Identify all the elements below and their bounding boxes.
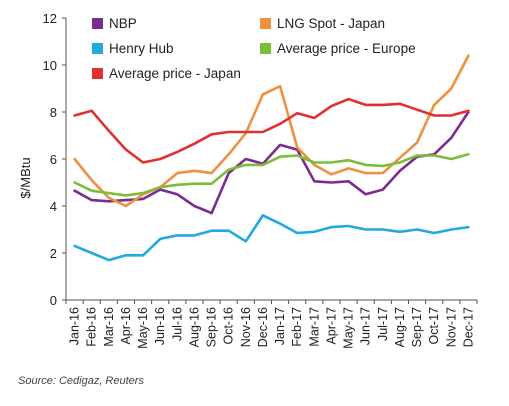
x-tick-label: Feb-17 <box>290 307 304 347</box>
x-tick-label: Jan-17 <box>273 307 287 345</box>
legend-swatch-average-price-europe <box>260 43 271 54</box>
legend-swatch-nbp <box>92 18 103 29</box>
x-tick-label: Nov-16 <box>239 307 253 347</box>
x-tick-label: Dec-17 <box>461 307 475 347</box>
x-tick-label: Sep-16 <box>205 307 219 347</box>
x-tick-label: Mar-17 <box>307 307 321 347</box>
legend-swatch-average-price-japan <box>92 68 103 79</box>
x-tick-label: Jul-16 <box>170 307 184 341</box>
x-tick-label: May-16 <box>136 307 150 349</box>
x-tick-label: Apr-17 <box>324 307 338 345</box>
legend-label-henry-hub: Henry Hub <box>109 41 174 56</box>
x-tick-label: Jan-16 <box>68 307 82 345</box>
x-tick-label: Mar-16 <box>102 307 116 347</box>
y-tick-label: 6 <box>50 152 57 167</box>
x-tick-label: Oct-17 <box>427 307 441 345</box>
x-tick-label: Dec-16 <box>256 307 270 347</box>
x-tick-label: Oct-16 <box>222 307 236 345</box>
y-tick-label: 2 <box>50 246 57 261</box>
legend-label-average-price-europe: Average price - Europe <box>277 41 416 56</box>
y-tick-label: 4 <box>50 199 57 214</box>
series-lines <box>73 54 470 262</box>
series-line-lng-spot-japan <box>73 54 470 208</box>
legend-swatch-henry-hub <box>92 43 103 54</box>
series-line-average-price-japan <box>73 97 470 164</box>
legend-swatch-lng-spot-japan <box>260 18 271 29</box>
y-axis-ticks: 0 2 4 6 8 10 12 <box>43 11 66 308</box>
x-tick-label: Feb-16 <box>85 307 99 347</box>
x-tick-label: May-17 <box>342 307 356 349</box>
legend-label-average-price-japan: Average price - Japan <box>109 66 241 81</box>
x-tick-label: Apr-16 <box>119 307 133 345</box>
y-tick-label: 10 <box>43 58 57 73</box>
x-tick-label: Jul-17 <box>376 307 390 341</box>
series-line-nbp <box>73 110 470 215</box>
y-tick-label: 12 <box>43 11 57 26</box>
x-tick-label: Aug-16 <box>187 307 201 347</box>
x-axis-ticks: Jan-16 Feb-16 Mar-16 Apr-16 May-16 Jun-16 Jul-… <box>65 300 478 349</box>
y-axis-label: $/MBtu <box>18 157 33 198</box>
x-tick-label: Sep-17 <box>410 307 424 347</box>
y-tick-label: 8 <box>50 105 57 120</box>
series-line-average-price-europe <box>73 153 470 197</box>
series-line-henry-hub <box>73 214 470 262</box>
source-note: Source: Cedigaz, Reuters <box>18 375 144 387</box>
x-tick-label: Aug-17 <box>393 307 407 347</box>
legend-label-nbp: NBP <box>109 16 137 31</box>
x-tick-label: Jun-17 <box>359 307 373 345</box>
axes <box>65 18 477 301</box>
y-axis-label-group: $/MBtu <box>18 157 33 198</box>
x-tick-label: Nov-17 <box>444 307 458 347</box>
legend-label-lng-spot-japan: LNG Spot - Japan <box>277 16 385 31</box>
legend: NBP LNG Spot - Japan Henry Hub Average pric… <box>92 16 416 81</box>
x-tick-label: Jun-16 <box>153 307 167 345</box>
y-tick-label: 0 <box>50 293 57 308</box>
